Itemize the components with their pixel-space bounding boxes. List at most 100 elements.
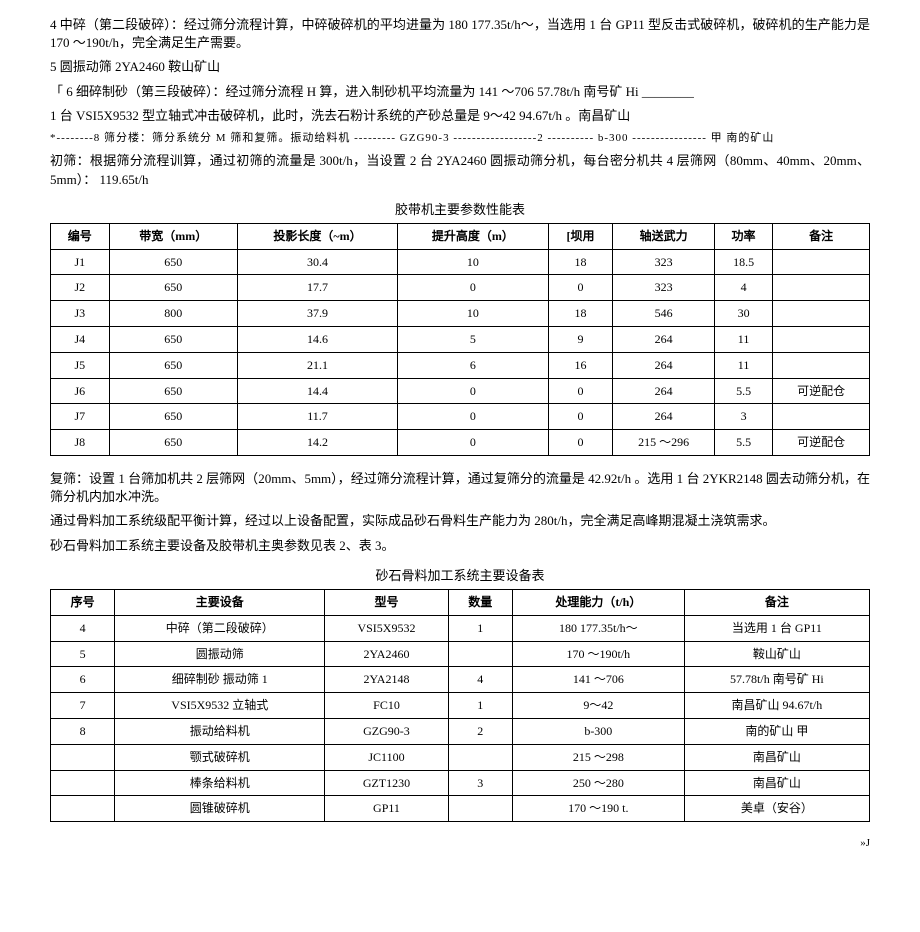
table-cell: 6 — [398, 352, 548, 378]
table-cell: 棒条给料机 — [115, 770, 325, 796]
table-row: J165030.4101832318.5 — [51, 249, 870, 275]
table-cell: 4 — [448, 667, 512, 693]
table-cell: 650 — [109, 378, 237, 404]
table-cell: 18.5 — [714, 249, 773, 275]
table-header: 备注 — [684, 590, 869, 616]
table-cell: 650 — [109, 352, 237, 378]
table-cell: 0 — [398, 275, 548, 301]
table-cell: 264 — [613, 327, 714, 353]
table2-title: 砂石骨料加工系统主要设备表 — [50, 567, 870, 585]
table-cell: 振动给料机 — [115, 718, 325, 744]
table-cell: 鞍山矿山 — [684, 641, 869, 667]
table-cell: 16 — [548, 352, 613, 378]
table-cell: 9～42 — [512, 693, 684, 719]
table-cell: 250 ～280 — [512, 770, 684, 796]
table-row: 棒条给料机GZT12303250 ～280南昌矿山 — [51, 770, 870, 796]
table-cell: 当选用 1 台 GP11 — [684, 615, 869, 641]
table-cell: 323 — [613, 275, 714, 301]
table-header: 投影长度（~m） — [237, 223, 397, 249]
table-cell: 10 — [398, 301, 548, 327]
table-cell: 圆锥破碎机 — [115, 796, 325, 822]
table-cell: 1 — [448, 615, 512, 641]
table-cell: 细碎制砂 振动筛 1 — [115, 667, 325, 693]
table-cell: 141 ～706 — [512, 667, 684, 693]
paragraph-1: 4 中碎（第二段破碎）：经过筛分流程计算，中碎破碎机的平均进量为 180 177… — [50, 16, 870, 52]
table-cell: J3 — [51, 301, 110, 327]
table-cell — [51, 770, 115, 796]
table-cell — [773, 301, 870, 327]
table-cell: 180 177.35t/h～ — [512, 615, 684, 641]
table-cell: GZT1230 — [325, 770, 448, 796]
table-cell — [773, 352, 870, 378]
table-cell: JC1100 — [325, 744, 448, 770]
table-header: 主要设备 — [115, 590, 325, 616]
table-cell: 264 — [613, 352, 714, 378]
paragraph-6: 初筛：根据筛分流程训算，通过初筛的流量是 300t/h，当设置 2 台 2YA2… — [50, 152, 870, 188]
table-cell: 0 — [398, 378, 548, 404]
table-cell: 170 ～190 t. — [512, 796, 684, 822]
table-cell: J6 — [51, 378, 110, 404]
table-cell: 圆振动筛 — [115, 641, 325, 667]
table-cell: 4 — [51, 615, 115, 641]
table-cell: 可逆配仓 — [773, 378, 870, 404]
table-cell: 美卓（安谷） — [684, 796, 869, 822]
table-row: 颚式破碎机JC1100215 ～298南昌矿山 — [51, 744, 870, 770]
table-cell: 11 — [714, 327, 773, 353]
table-cell: VSI5X9532 — [325, 615, 448, 641]
belt-conveyor-table: 编号带宽（mm）投影长度（~m）提升高度（m）[坝用轴送武力功率备注 J1650… — [50, 223, 870, 456]
table-cell: 南昌矿山 94.67t/h — [684, 693, 869, 719]
table-cell: 215 ～298 — [512, 744, 684, 770]
table-cell: 0 — [548, 430, 613, 456]
table-cell: 800 — [109, 301, 237, 327]
paragraph-9: 砂石骨料加工系统主要设备及胶带机主奥参数见表 2、表 3。 — [50, 537, 870, 555]
table-cell: 170 ～190t/h — [512, 641, 684, 667]
table-cell: 650 — [109, 327, 237, 353]
table-cell: 3 — [448, 770, 512, 796]
table-cell: 215 ～296 — [613, 430, 714, 456]
table-cell: 30 — [714, 301, 773, 327]
table-cell: 21.1 — [237, 352, 397, 378]
table-cell: 中碎（第二段破碎） — [115, 615, 325, 641]
table-cell: 5 — [398, 327, 548, 353]
table-cell: 650 — [109, 249, 237, 275]
table-cell: 0 — [398, 430, 548, 456]
table-row: J665014.4002645.5可逆配仓 — [51, 378, 870, 404]
table-cell: 2 — [448, 718, 512, 744]
table-row: 4中碎（第二段破碎）VSI5X95321180 177.35t/h～当选用 1 … — [51, 615, 870, 641]
table-cell — [448, 796, 512, 822]
table-header: 备注 — [773, 223, 870, 249]
table-cell: 546 — [613, 301, 714, 327]
table-cell — [448, 641, 512, 667]
table-cell: 10 — [398, 249, 548, 275]
table-cell: 6 — [51, 667, 115, 693]
table-cell: 5.5 — [714, 378, 773, 404]
table-cell: FC10 — [325, 693, 448, 719]
table-row: J565021.161626411 — [51, 352, 870, 378]
table-cell: 18 — [548, 301, 613, 327]
table-cell: 0 — [548, 404, 613, 430]
table-header: 带宽（mm） — [109, 223, 237, 249]
table-row: 8振动给料机GZG90-32b-300南的矿山 甲 — [51, 718, 870, 744]
table-cell — [51, 796, 115, 822]
table-cell — [448, 744, 512, 770]
table-cell: 0 — [398, 404, 548, 430]
table-cell: 南的矿山 甲 — [684, 718, 869, 744]
table-cell: J5 — [51, 352, 110, 378]
table-header: 型号 — [325, 590, 448, 616]
table-header: 数量 — [448, 590, 512, 616]
table-cell: 南昌矿山 — [684, 770, 869, 796]
table-row: 6细碎制砂 振动筛 12YA21484141 ～70657.78t/h 南号矿 … — [51, 667, 870, 693]
table-cell: 0 — [548, 378, 613, 404]
table-header: 序号 — [51, 590, 115, 616]
table-cell: 17.7 — [237, 275, 397, 301]
table-cell: 650 — [109, 430, 237, 456]
paragraph-3: 「 6 细碎制砂（第三段破碎）：经过筛分流程 H 算，进入制砂机平均流量为 14… — [50, 83, 870, 101]
table-row: J465014.65926411 — [51, 327, 870, 353]
paragraph-8: 通过骨料加工系统级配平衡计算，经过以上设备配置，实际成品砂石骨料生产能力为 28… — [50, 512, 870, 530]
paragraph-7: 复筛：设置 1 台筛加机共 2 层筛网（20mm、5mm），经过筛分流程计算，通… — [50, 470, 870, 506]
table-cell: J4 — [51, 327, 110, 353]
table-cell: 5 — [51, 641, 115, 667]
table-row: J265017.7003234 — [51, 275, 870, 301]
table-cell: 1 — [448, 693, 512, 719]
table-cell — [51, 744, 115, 770]
